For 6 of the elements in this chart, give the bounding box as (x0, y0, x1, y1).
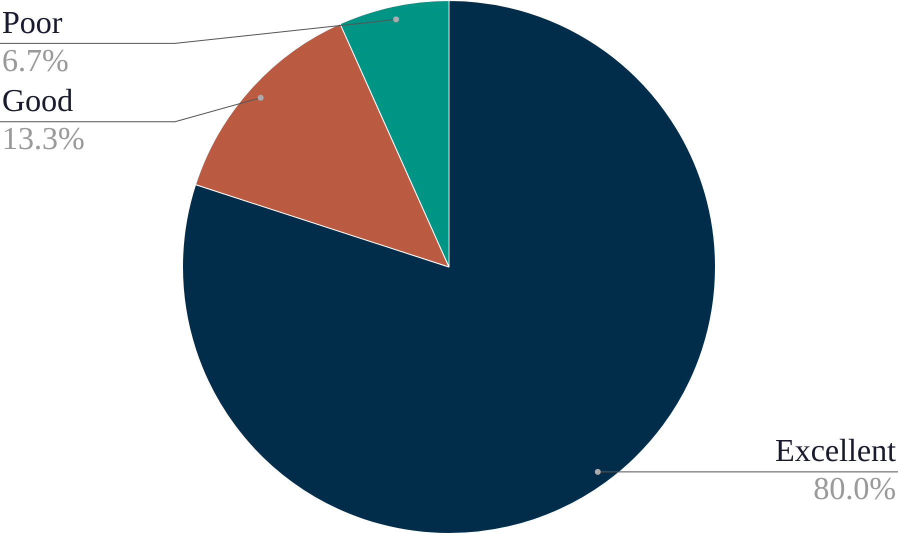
slice-label: Good (2, 82, 74, 118)
slice-label: Poor (2, 4, 63, 40)
data-label: 80.0% (813, 470, 896, 506)
slice-label: Excellent (775, 432, 896, 468)
data-label: 6.7% (2, 42, 69, 78)
data-label: 13.3% (2, 120, 85, 156)
